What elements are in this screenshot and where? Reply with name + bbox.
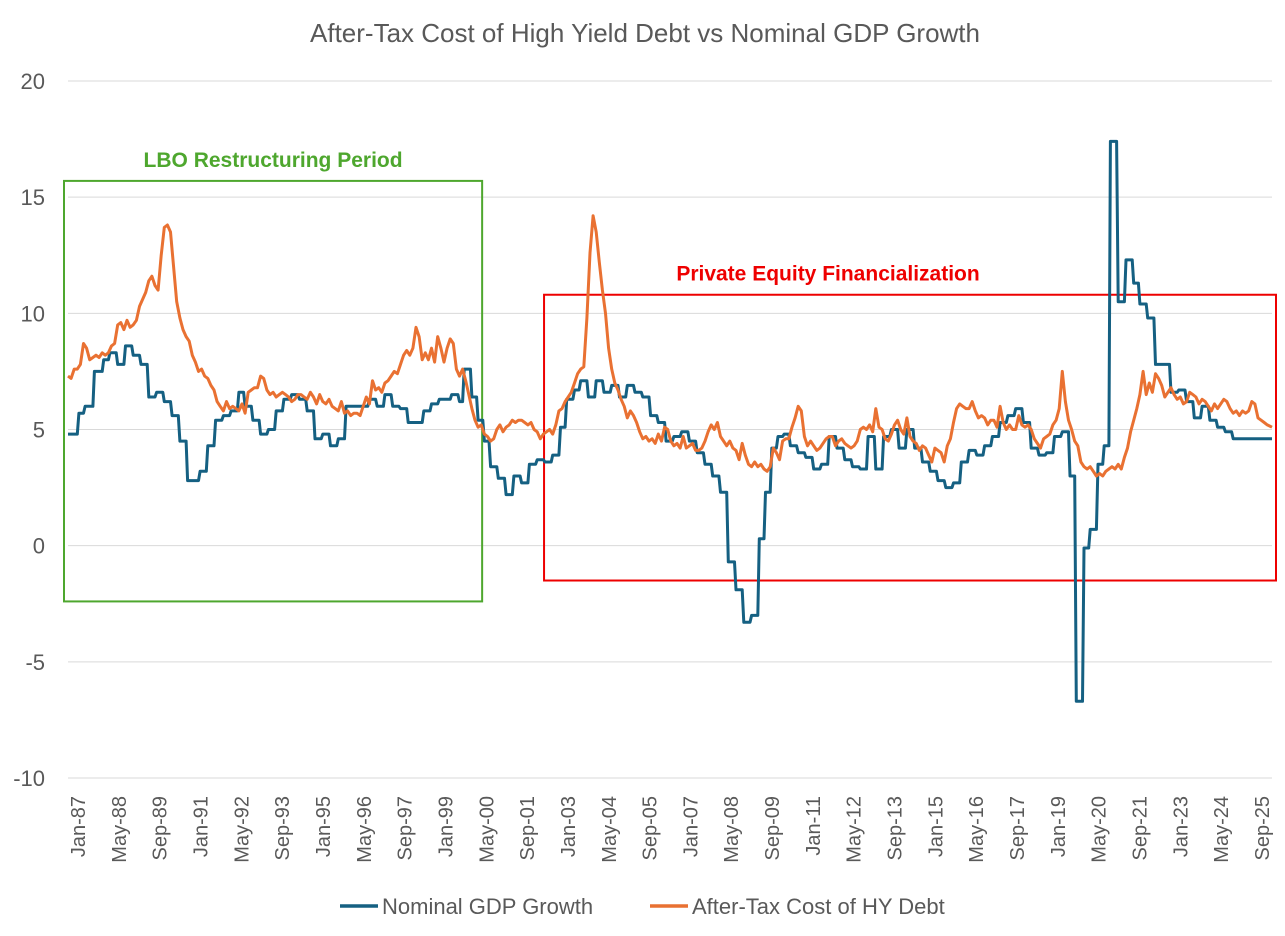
x-tick-label: Sep-21 <box>1130 796 1152 861</box>
x-tick-label: May-20 <box>1089 796 1111 863</box>
x-tick-label: Jan-19 <box>1048 796 1070 857</box>
series-line-hy <box>67 214 1273 478</box>
x-tick-label: May-08 <box>721 796 743 863</box>
x-tick-label: Jan-07 <box>680 796 702 857</box>
x-tick-label: Sep-01 <box>517 796 539 861</box>
x-tick-label: Sep-89 <box>150 796 172 861</box>
annotation-box <box>63 179 484 603</box>
legend-label-hy: After-Tax Cost of HY Debt <box>692 894 945 919</box>
x-tick-label: May-00 <box>476 796 498 863</box>
x-tick-label: May-88 <box>109 796 131 863</box>
x-tick-label: Jan-03 <box>558 796 580 857</box>
annotation-label: LBO Restructuring Period <box>144 149 403 172</box>
x-tick-label: Jan-15 <box>925 796 947 857</box>
x-tick-label: Jan-99 <box>435 796 457 857</box>
x-tick-label: May-24 <box>1211 796 1233 863</box>
x-tick-label: Jan-87 <box>68 796 90 857</box>
chart-title: After-Tax Cost of High Yield Debt vs Nom… <box>310 18 980 48</box>
y-tick-label: 10 <box>21 301 45 326</box>
x-tick-label: Jan-23 <box>1170 796 1192 857</box>
legend: Nominal GDP Growth After-Tax Cost of HY … <box>340 894 945 919</box>
x-tick-label: Jan-91 <box>190 796 212 857</box>
y-tick-label: 5 <box>33 418 45 443</box>
annotation-box <box>543 293 1277 582</box>
annotation-label: Private Equity Financialization <box>676 263 979 286</box>
x-tick-label: Sep-09 <box>762 796 784 861</box>
x-tick-label: Sep-93 <box>272 796 294 861</box>
y-tick-label: -10 <box>13 766 45 791</box>
x-tick-label: Sep-05 <box>640 796 662 861</box>
series-line-gdp <box>68 139 1272 703</box>
x-tick-label: May-12 <box>844 796 866 863</box>
legend-label-gdp: Nominal GDP Growth <box>382 894 593 919</box>
x-tick-label: May-92 <box>231 796 253 863</box>
series-lines <box>67 139 1273 703</box>
y-tick-label: 0 <box>33 534 45 559</box>
x-tick-label: May-04 <box>599 796 621 863</box>
gridlines <box>68 80 1272 779</box>
y-tick-label: 20 <box>21 69 45 94</box>
x-tick-label: Sep-25 <box>1252 796 1274 861</box>
x-tick-label: May-16 <box>966 796 988 863</box>
annotation-boxes: LBO Restructuring Period Private Equity F… <box>63 149 1277 603</box>
x-tick-label: Sep-13 <box>885 796 907 861</box>
x-axis: Jan-87 May-88 Sep-89 Jan-91 May-92 Sep-93 Jan-… <box>68 796 1274 863</box>
x-tick-label: Sep-97 <box>395 796 417 861</box>
y-axis: 20 15 10 5 0 -5 -10 <box>13 69 45 791</box>
y-tick-label: -5 <box>25 650 45 675</box>
x-tick-label: Sep-17 <box>1007 796 1029 861</box>
y-tick-label: 15 <box>21 185 45 210</box>
x-tick-label: Jan-95 <box>313 796 335 857</box>
x-tick-label: Jan-11 <box>803 796 825 856</box>
x-tick-label: May-96 <box>354 796 376 863</box>
